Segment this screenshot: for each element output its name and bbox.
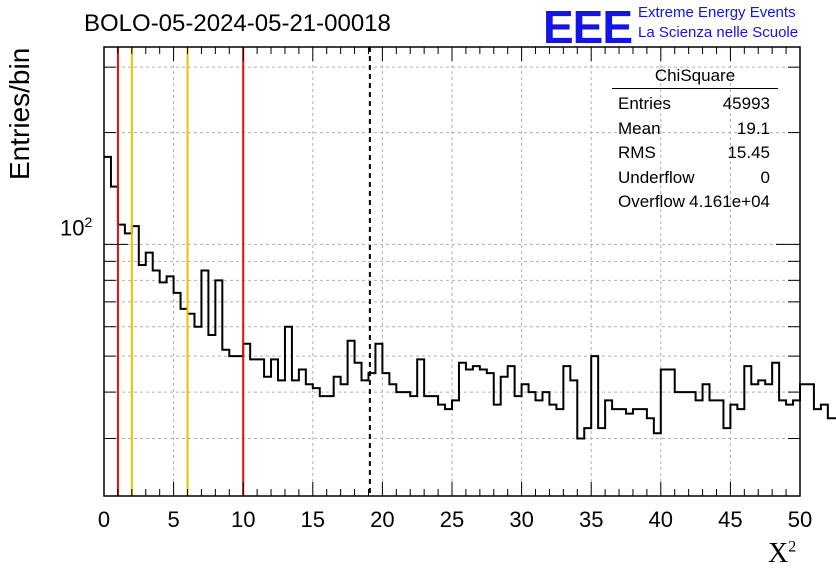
threshold-lines (116, 47, 371, 496)
stats-row-rms: RMS 15.45 (618, 143, 770, 162)
x-tick-label-45: 45 (718, 507, 742, 532)
stats-row-mean: Mean 19.1 (618, 118, 770, 138)
histogram-line (104, 155, 836, 440)
x-tick-label-50: 50 (788, 507, 812, 532)
y-tick-label-100: 102 (60, 214, 93, 241)
chart-title: BOLO-05-2024-05-21-00018 (84, 10, 391, 37)
logo-line-2: La Scienza nelle Scuole (638, 24, 799, 41)
stats-row-underflow: Underflow 0 (618, 167, 770, 187)
x-tick-label-0: 0 (98, 507, 110, 532)
logo-line-1: Extreme Energy Events (638, 4, 796, 21)
x-tick-label-20: 20 (370, 507, 394, 532)
y-axis-ticks (104, 66, 800, 439)
x-tick-label-30: 30 (509, 507, 533, 532)
histogram-series (104, 155, 836, 440)
stats-row-entries: Entries 45993 (618, 94, 770, 113)
x-tick-label-5: 5 (167, 507, 179, 532)
x-tick-label-35: 35 (579, 507, 603, 532)
stats-box: ChiSquare Entries 45993 Mean 19.1 RMS 15.45… (612, 66, 778, 215)
stats-row-overflow: Overflow 4.161e+04 (618, 192, 770, 211)
eee-logo: EEE (543, 1, 633, 53)
stats-title: ChiSquare (612, 66, 778, 89)
x-axis-label: X2 (768, 538, 797, 569)
x-axis-ticks: 0 5 10 15 20 25 30 35 40 45 50 (98, 47, 812, 532)
x-tick-label-40: 40 (649, 507, 673, 532)
x-tick-label-10: 10 (231, 507, 255, 532)
x-tick-label-15: 15 (301, 507, 325, 532)
x-tick-label-25: 25 (440, 507, 464, 532)
y-axis-label: Entries/bin (4, 47, 35, 180)
